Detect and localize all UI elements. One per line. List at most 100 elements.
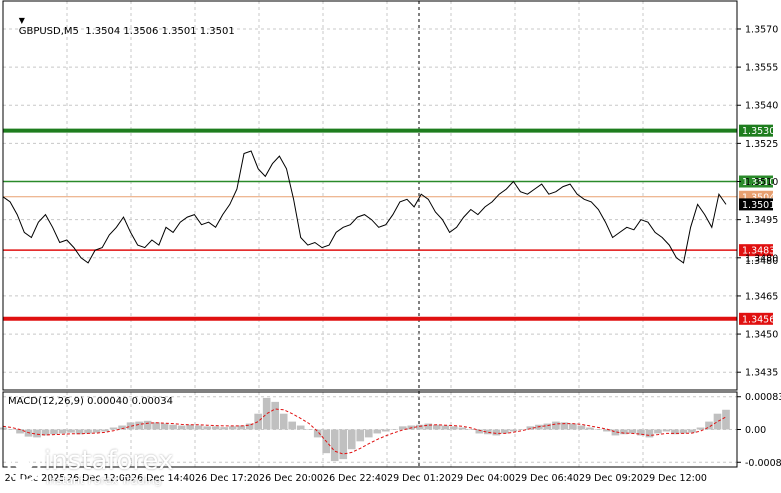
macd-bar [313, 429, 322, 438]
dropdown-arrow-icon[interactable]: ▼ [18, 16, 25, 25]
macd-bar [381, 429, 390, 432]
macd-bar [169, 424, 177, 430]
level-label: 1.3456 [742, 314, 775, 325]
macd-bar [373, 429, 382, 434]
macd-bar [58, 429, 67, 434]
macd-bar [7, 429, 16, 430]
x-tick-label: 26 Dec 22:40 [323, 473, 387, 484]
level-label: 1.3501 [742, 200, 775, 211]
macd-y-tick-label: 0.00083 [745, 392, 781, 403]
macd-bar [594, 429, 603, 430]
macd-bar [186, 424, 194, 430]
macd-bar [696, 427, 705, 430]
y-tick-label: 1.3555 [745, 63, 778, 74]
price-series [2, 150, 727, 264]
macd-bar [237, 425, 245, 430]
macd-bar [194, 425, 203, 430]
x-tick-label: 26 Dec 12:00 [67, 473, 131, 484]
macd-bar [662, 429, 671, 432]
macd-bar [245, 423, 254, 430]
macd-bar [220, 427, 228, 430]
level-label-box [739, 175, 773, 188]
macd-bar [603, 429, 611, 432]
x-tick-label: 26 Dec 2025 [5, 473, 66, 484]
macd-bar [279, 413, 288, 430]
macd-bar [713, 413, 722, 430]
macd-bar [577, 425, 586, 430]
y-tick-label: 1.3480 [745, 253, 778, 264]
macd-bar [296, 425, 305, 430]
macd-bar [228, 426, 237, 430]
logo-name: instaforex [44, 446, 174, 476]
macd-bar [475, 429, 484, 434]
macd-bar [41, 429, 50, 436]
macd-bar [518, 429, 526, 430]
macd-series [0, 397, 730, 462]
x-tick-label: 29 Dec 09:20 [579, 473, 643, 484]
y-tick-label: 1.3450 [745, 330, 778, 341]
macd-bar [509, 429, 518, 432]
macd-signal-line [2, 408, 727, 455]
macd-bar [92, 429, 101, 433]
macd-bar [484, 429, 492, 435]
x-tick-label: 29 Dec 06:40 [515, 473, 579, 484]
macd-bar [84, 429, 92, 434]
macd-bar [33, 429, 41, 438]
price-panel-title-text: GBPUSD,M5 1.3504 1.3506 1.3501 1.3501 [18, 26, 235, 37]
macd-bar [620, 429, 628, 435]
macd-bar [177, 425, 186, 430]
macd-bar [330, 429, 339, 462]
y-tick-label: 1.3510 [745, 177, 778, 188]
macd-bar [611, 429, 620, 436]
macd-bar [466, 429, 475, 430]
macd-bar [203, 426, 211, 430]
macd-bar [398, 426, 407, 430]
macd-bar [501, 429, 509, 434]
macd-bar [569, 423, 577, 430]
macd-bar [339, 429, 348, 460]
macd-bar [160, 423, 169, 430]
macd-bar [637, 429, 645, 436]
macd-y-tick-label: -0.00083 [745, 458, 781, 469]
macd-bar [679, 429, 688, 434]
x-tick-label: 26 Dec 20:00 [259, 473, 323, 484]
macd-bar [135, 421, 143, 430]
macd-y-tick-label: 0.00 [745, 425, 766, 436]
macd-bar [458, 427, 467, 430]
macd-bar [152, 422, 160, 430]
macd-bar [424, 423, 433, 430]
macd-bar [101, 429, 109, 432]
logo-tagline: Instant Forex Trading [46, 474, 162, 487]
price-panel-title: ▼ GBPUSD,M5 1.3504 1.3506 1.3501 1.3501 [6, 4, 235, 48]
x-tick-label: 29 Dec 01:20 [387, 473, 451, 484]
y-axis-ticks: 1.3570 1.3555 1.3540 1.3525 1.3510 1.3495 1.34… [737, 24, 781, 469]
y-tick-label: 1.3525 [745, 139, 778, 150]
level-label-box [739, 124, 773, 137]
macd-bar [628, 429, 637, 434]
instaforex-logo: instaforex Instant Forex Trading [6, 446, 206, 488]
macd-bar [390, 429, 399, 430]
macd-bar [560, 422, 569, 430]
macd-bar [671, 429, 679, 435]
x-tick-label: 29 Dec 04:00 [451, 473, 515, 484]
x-tick-label: 26 Dec 17:20 [195, 473, 259, 484]
price-line [2, 150, 727, 264]
macd-bar [552, 421, 560, 430]
y-tick-label: 1.3495 [745, 215, 778, 226]
y-tick-label: 1.3570 [745, 24, 778, 35]
macd-bar [415, 424, 424, 430]
y-tick-label: 1.3540 [745, 101, 778, 112]
level-label: 1.3483 [742, 246, 775, 257]
macd-bar [543, 423, 552, 430]
macd-bar [654, 429, 662, 434]
macd-bar [109, 427, 118, 430]
y-tick-label: 1.3465 [745, 291, 778, 302]
macd-bar [67, 429, 75, 433]
macd-bar [254, 413, 263, 430]
level-label: 1.3510 [742, 177, 775, 188]
macd-bar [262, 397, 271, 430]
level-label-box [739, 244, 773, 257]
